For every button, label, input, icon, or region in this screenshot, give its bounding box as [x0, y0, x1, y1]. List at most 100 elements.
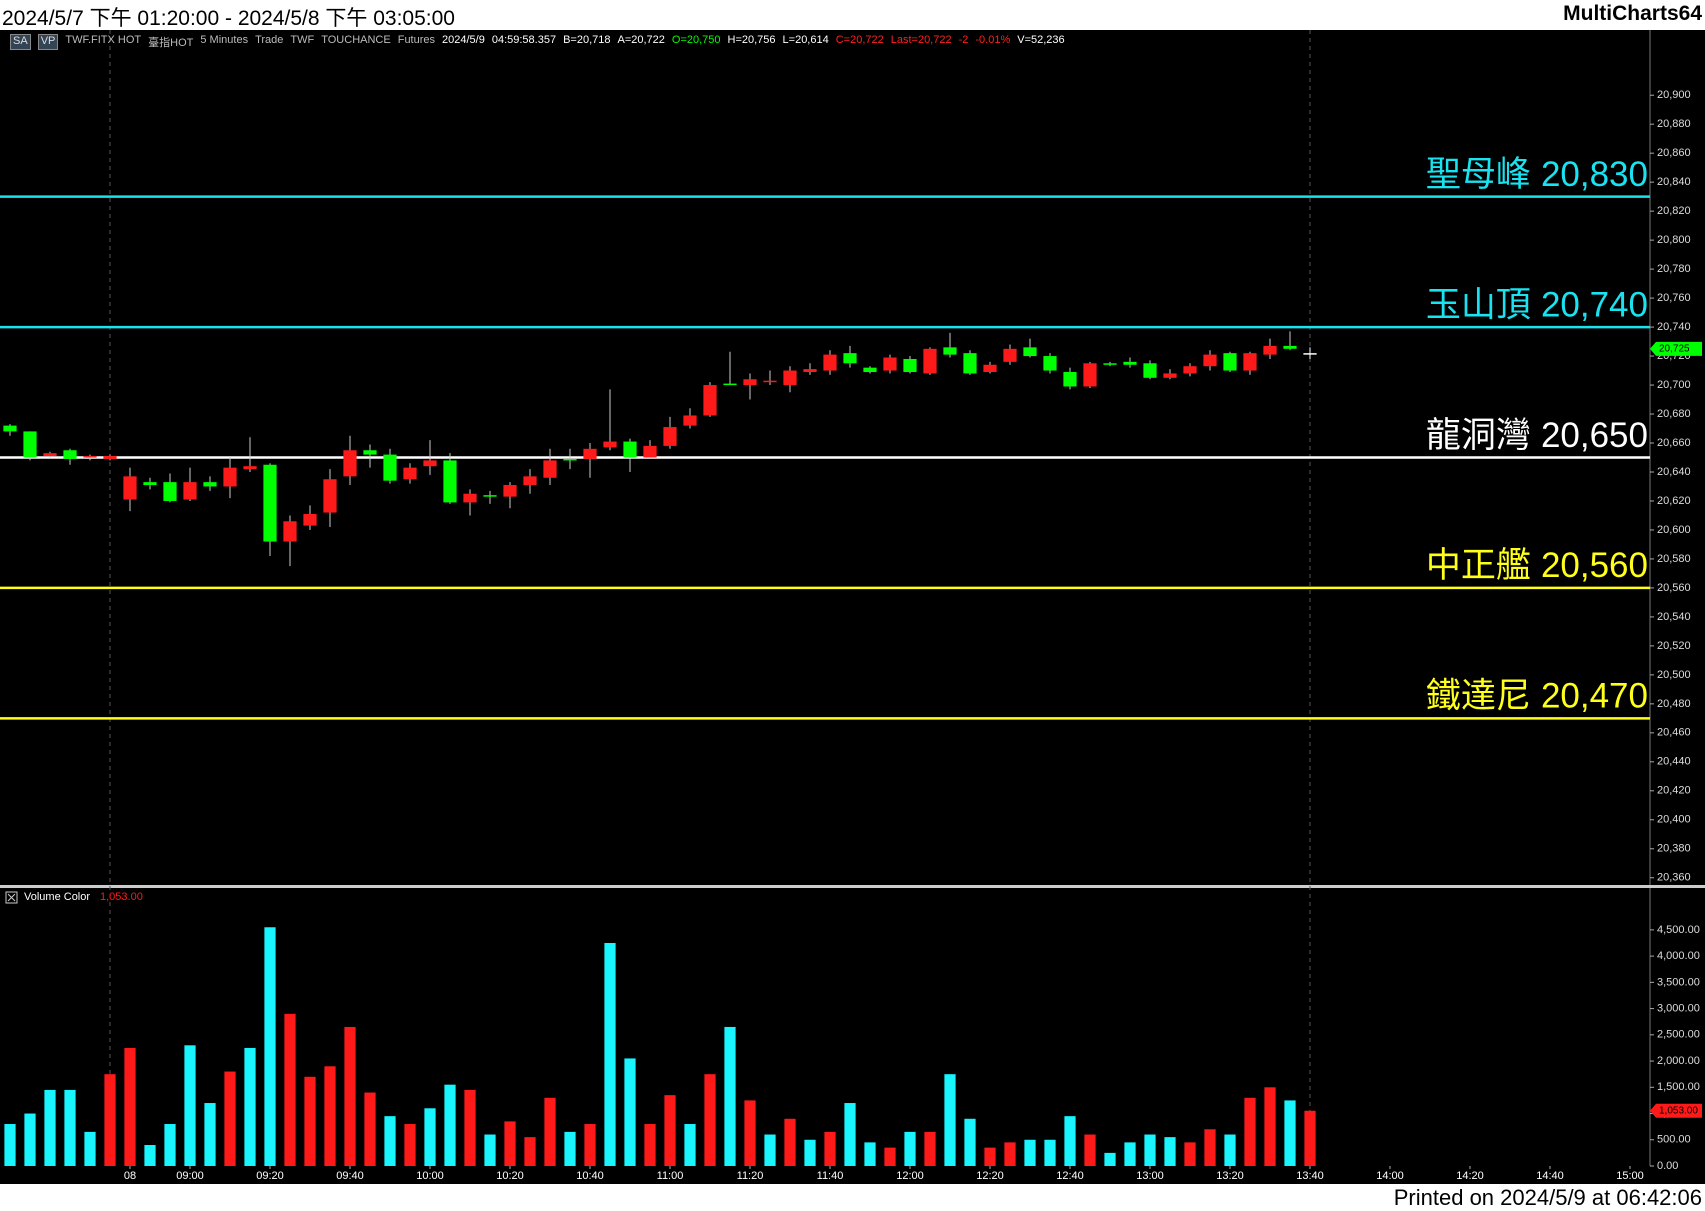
volume-bar — [104, 1074, 116, 1166]
x-tick-label: 15:00 — [1616, 1170, 1644, 1182]
volume-bar — [304, 1076, 316, 1166]
candle-body — [143, 482, 157, 486]
last: Last=20,722 — [890, 34, 952, 46]
volume-bar — [1224, 1134, 1236, 1166]
volume-bar — [744, 1100, 756, 1166]
candle-body — [523, 476, 537, 486]
volume: V=52,236 — [1017, 34, 1065, 46]
level-price: 20,470 — [1541, 677, 1648, 716]
candle-body — [283, 521, 297, 542]
volume-bar — [1044, 1139, 1056, 1166]
x-tick-label: 12:20 — [976, 1170, 1004, 1182]
y-tick-label: 20,520 — [1657, 640, 1691, 652]
y-tick-label: 3,500.00 — [1657, 976, 1700, 988]
x-tick-label: 12:40 — [1056, 1170, 1084, 1182]
y-tick-label: 2,000.00 — [1657, 1055, 1700, 1067]
instrument: TWF.FITX HOT — [65, 34, 142, 46]
candle-body — [323, 479, 337, 513]
candle-body — [683, 415, 697, 426]
volume-bar — [1144, 1134, 1156, 1166]
low: L=20,614 — [782, 34, 829, 46]
y-tick-label: 0.00 — [1657, 1160, 1678, 1172]
quote-time: 04:59:58.357 — [491, 34, 557, 46]
legend-name: Volume Color — [24, 891, 90, 903]
volume-bar — [1104, 1152, 1116, 1166]
x-tick-label: 14:40 — [1536, 1170, 1564, 1182]
volume-bar — [484, 1134, 496, 1166]
last-value-label: 20,725 — [1659, 343, 1690, 354]
volume-bar — [804, 1139, 816, 1166]
y-tick-label: 20,800 — [1657, 234, 1691, 246]
y-tick-label: 20,900 — [1657, 89, 1691, 101]
candle-body — [803, 369, 817, 372]
candle-body — [503, 485, 517, 497]
candle-body — [923, 348, 937, 374]
volume-bar — [524, 1137, 536, 1166]
volume-bar — [664, 1095, 676, 1166]
volume-bar — [1184, 1142, 1196, 1166]
candle-body — [863, 367, 877, 372]
volume-bar — [404, 1124, 416, 1166]
y-tick-label: 20,680 — [1657, 408, 1691, 420]
candle-body — [823, 354, 837, 371]
mode-button[interactable]: SA — [10, 34, 31, 50]
candle-body — [223, 467, 237, 487]
y-tick-label: 20,360 — [1657, 872, 1691, 884]
candle-body — [643, 445, 657, 458]
volume-bar — [184, 1045, 196, 1166]
y-tick-label: 20,860 — [1657, 147, 1691, 159]
profile-button[interactable]: VP — [37, 34, 59, 50]
y-tick-label: 20,600 — [1657, 524, 1691, 536]
level-price: 20,650 — [1541, 416, 1648, 455]
last-value-tag — [1650, 341, 1702, 356]
candle-body — [363, 450, 377, 455]
candle-body — [1083, 363, 1097, 387]
candle-body — [1303, 353, 1317, 355]
candle-body — [1043, 356, 1057, 371]
volume-bar — [1204, 1129, 1216, 1166]
candle-body — [3, 425, 17, 432]
candle-body — [1003, 348, 1017, 362]
x-tick-label: 13:20 — [1216, 1170, 1244, 1182]
x-tick-label: 10:40 — [576, 1170, 604, 1182]
candle-body — [963, 353, 977, 374]
volume-bar — [504, 1121, 516, 1166]
y-tick-label: 20,780 — [1657, 263, 1691, 275]
exchange: TWF — [290, 34, 315, 46]
volume-bar — [124, 1047, 136, 1166]
volume-bar — [64, 1089, 76, 1166]
candle-body — [1163, 373, 1177, 378]
close-icon — [7, 893, 16, 902]
candle-body — [1183, 366, 1197, 374]
candle-body — [563, 458, 577, 461]
symbol-name: 臺指HOT — [148, 37, 194, 49]
candle-body — [663, 427, 677, 446]
candle-body — [723, 383, 737, 386]
y-tick-label: 20,820 — [1657, 205, 1691, 217]
candle-body — [1143, 363, 1157, 378]
candle-body — [1123, 361, 1137, 365]
candle-body — [343, 450, 357, 477]
candle-body — [1223, 353, 1237, 371]
panel-divider — [0, 885, 1705, 888]
volume-bar — [764, 1134, 776, 1166]
candle-body — [203, 482, 217, 487]
indicator-close[interactable] — [5, 891, 18, 904]
volume-bar — [1264, 1087, 1276, 1166]
y-tick-label: 20,400 — [1657, 814, 1691, 826]
y-tick-label: 4,000.00 — [1657, 950, 1700, 962]
volume-bar — [244, 1047, 256, 1166]
candle-body — [883, 357, 897, 371]
candle-body — [423, 460, 437, 467]
chart: 20,360 20,380 20,400 20,420 20,440 20,460 20,4… — [0, 30, 1705, 1184]
volume-bar — [1244, 1097, 1256, 1166]
candle-body — [83, 456, 97, 458]
volume-bar — [724, 1026, 736, 1166]
category: Futures — [397, 34, 436, 46]
x-tick-label: 13:40 — [1296, 1170, 1324, 1182]
y-tick-label: 20,620 — [1657, 495, 1691, 507]
status-line: SA VP TWF.FITX HOT 臺指HOT 5 Minutes Trade… — [10, 34, 1065, 50]
volume-bar — [424, 1108, 436, 1166]
candle-body — [163, 482, 177, 501]
